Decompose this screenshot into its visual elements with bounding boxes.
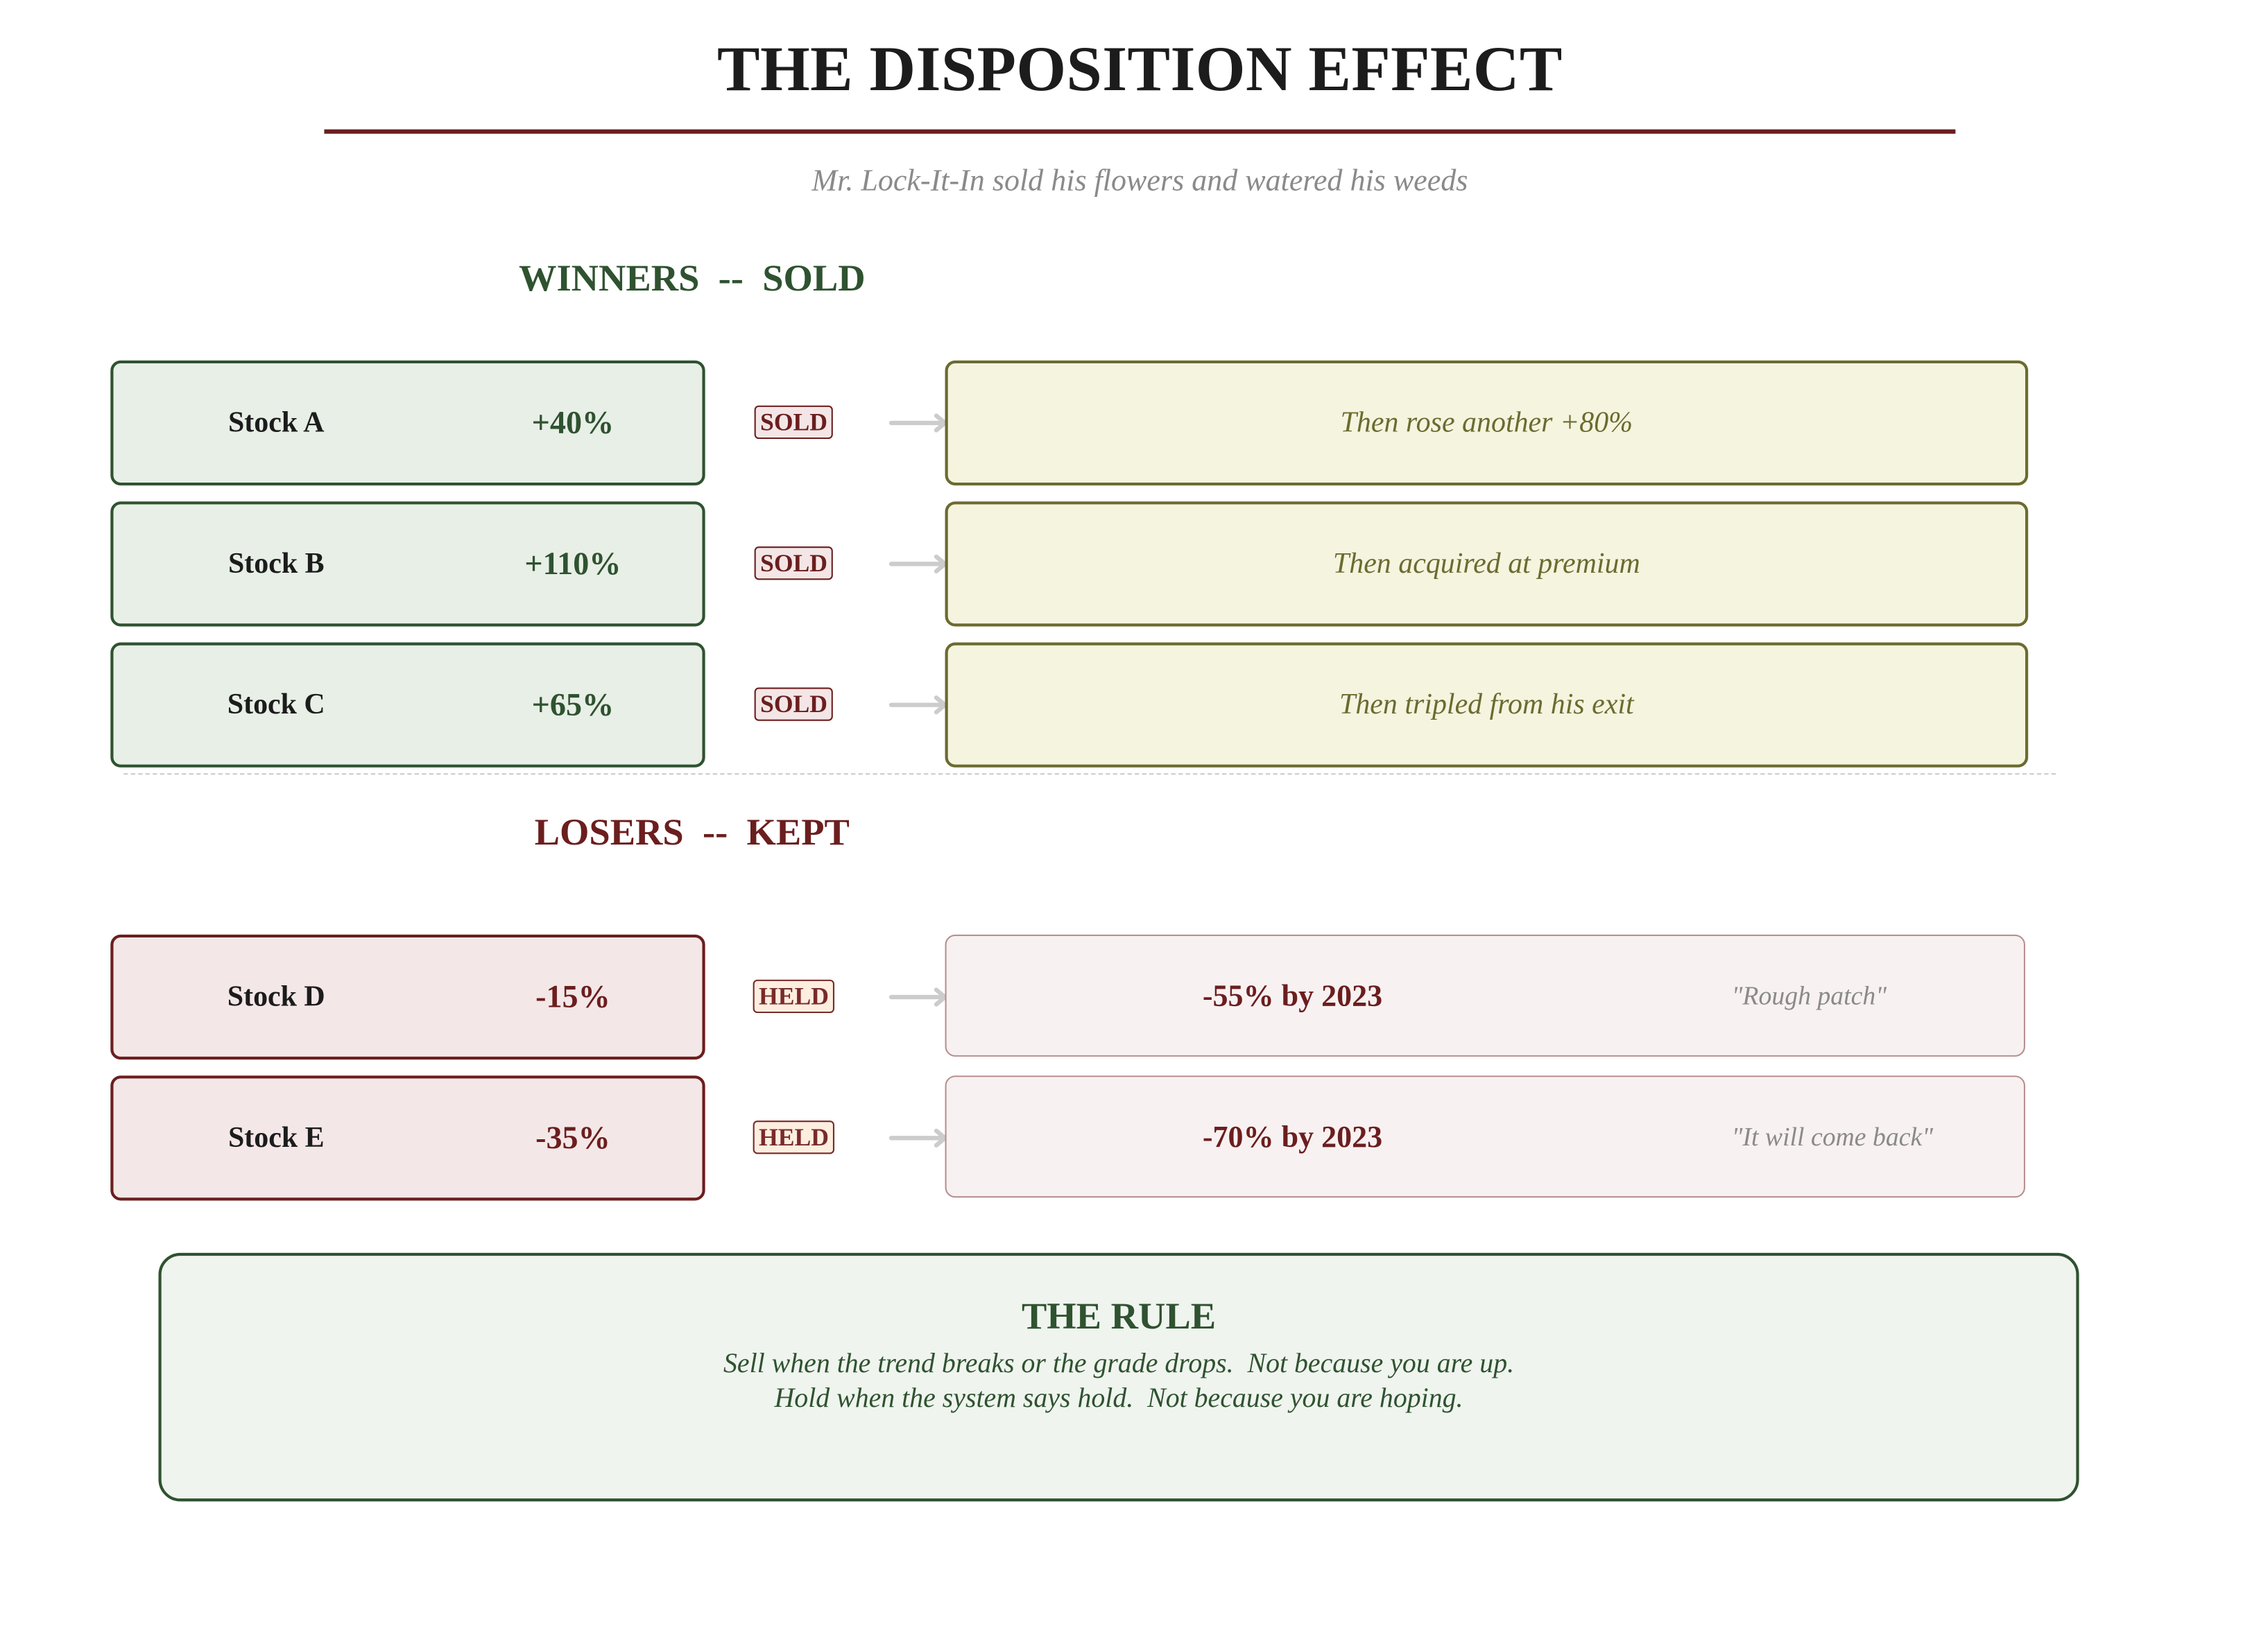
stock-gain: +40%	[531, 404, 615, 441]
winner-outcome-box: Then acquired at premium	[945, 501, 2029, 627]
winner-stock-box: Stock C +65%	[110, 642, 705, 768]
outcome-result: -55% by 2023	[1202, 977, 1383, 1013]
stock-name: Stock B	[227, 547, 325, 580]
outcome-text: Then rose another +80%	[1340, 406, 1633, 439]
right-arrow-icon	[888, 1128, 947, 1148]
loser-stock-box: Stock D -15%	[110, 934, 705, 1060]
outcome-text: Then tripled from his exit	[1339, 688, 1634, 720]
rule-line-hold: Hold when the system says hold. Not beca…	[774, 1383, 1463, 1414]
right-arrow-icon	[888, 695, 947, 715]
stock-loss: -35%	[535, 1119, 610, 1156]
right-arrow-icon	[888, 413, 947, 433]
loser-outcome-box: -70% by 2023 "It will come back"	[945, 1075, 2026, 1198]
losers-heading: LOSERS -- KEPT	[534, 811, 850, 854]
outcome-text: Then acquired at premium	[1332, 547, 1640, 580]
sold-badge: SOLD	[754, 405, 834, 440]
winner-outcome-box: Then tripled from his exit	[945, 642, 2029, 768]
winners-heading: WINNERS -- SOLD	[518, 257, 866, 300]
right-arrow-icon	[888, 987, 947, 1007]
outcome-result: -70% by 2023	[1202, 1118, 1383, 1154]
section-divider	[123, 773, 2056, 775]
rule-line-sell: Sell when the trend breaks or the grade …	[723, 1349, 1515, 1380]
held-badge: HELD	[753, 1120, 835, 1154]
stock-name: Stock C	[227, 688, 325, 720]
stock-loss: -15%	[535, 978, 610, 1015]
outcome-quote: "It will come back"	[1731, 1121, 1934, 1151]
stock-gain: +65%	[531, 686, 615, 723]
sold-badge: SOLD	[754, 687, 834, 721]
stock-gain: +110%	[524, 545, 621, 582]
page-subtitle: Mr. Lock-It-In sold his flowers and wate…	[811, 162, 1468, 198]
rule-box: THE RULE Sell when the trend breaks or t…	[158, 1252, 2079, 1502]
title-underline	[324, 128, 1956, 133]
stock-name: Stock A	[227, 406, 325, 439]
rule-title: THE RULE	[1021, 1295, 1217, 1338]
winner-stock-box: Stock A +40%	[110, 360, 705, 486]
stock-name: Stock E	[227, 1121, 325, 1154]
held-badge: HELD	[753, 979, 835, 1014]
sold-badge: SOLD	[754, 546, 834, 580]
page-title: THE DISPOSITION EFFECT	[717, 33, 1563, 105]
winner-outcome-box: Then rose another +80%	[945, 360, 2029, 486]
outcome-quote: "Rough patch"	[1731, 980, 1887, 1010]
loser-stock-box: Stock E -35%	[110, 1075, 705, 1201]
stock-name: Stock D	[227, 980, 325, 1013]
loser-outcome-box: -55% by 2023 "Rough patch"	[945, 934, 2026, 1057]
right-arrow-icon	[888, 554, 947, 573]
winner-stock-box: Stock B +110%	[110, 501, 705, 627]
